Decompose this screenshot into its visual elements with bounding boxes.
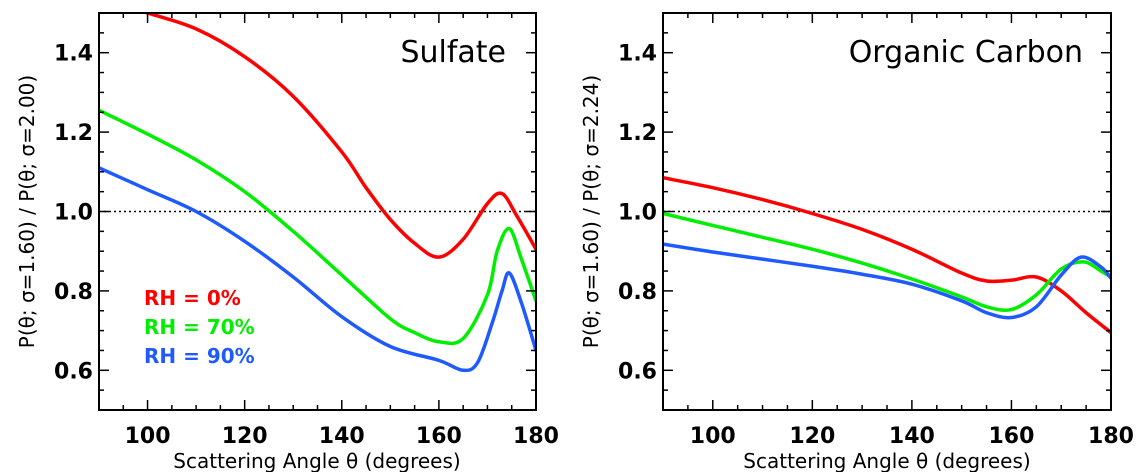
y-tick-label: 1.0: [54, 201, 93, 226]
series-line-3: [99, 166, 536, 373]
x-tick-label: 100: [690, 424, 736, 449]
legend-entry-2: RH = 70%: [144, 315, 255, 339]
y-tick-label: 1.4: [618, 42, 657, 67]
series-group: [99, 13, 536, 373]
series-line-2: [99, 108, 536, 346]
y-tick-label: 0.6: [618, 359, 657, 384]
series-line-2: [663, 211, 1111, 313]
x-tick-label: 180: [513, 424, 559, 449]
chart-panel-1: 100 120 140 160 180 0.6 0.8 1.0 1.2 1.4 Sulfate Sca…: [15, 12, 559, 472]
y-tick-label: 1.4: [54, 42, 93, 67]
x-tick-label: 100: [125, 424, 171, 449]
y-tick-label: 0.8: [54, 280, 93, 305]
x-tick-label: 160: [988, 424, 1034, 449]
y-axis-title: P(θ; σ=1.60) / P(θ; σ=2.00): [15, 75, 39, 348]
x-tick-label: 180: [1088, 424, 1134, 449]
y-tick-label: 1.0: [618, 201, 657, 226]
x-tick-label: 140: [319, 424, 365, 449]
panel-title: Organic Carbon: [849, 35, 1083, 70]
x-tick-label: 120: [789, 424, 835, 449]
series-group: [663, 176, 1111, 335]
x-tick-label: 140: [889, 424, 935, 449]
y-axis-title: P(θ; σ=1.60) / P(θ; σ=2.24): [579, 75, 603, 348]
series-line-1: [663, 176, 1111, 335]
y-tick-label: 1.2: [618, 121, 657, 146]
legend-entry-3: RH = 90%: [144, 344, 255, 368]
panel-title: Sulfate: [400, 35, 506, 70]
legend-entry-1: RH = 0%: [144, 286, 241, 310]
chart-panel-2: 100 120 140 160 180 0.6 0.8 1.0 1.2 1.4 Organic Ca…: [579, 12, 1134, 472]
x-axis-title: Scattering Angle θ (degrees): [173, 449, 460, 472]
y-tick-label: 1.2: [54, 121, 93, 146]
legend: RH = 0% RH = 70% RH = 90%: [144, 286, 255, 368]
series-line-3: [663, 242, 1111, 320]
series-line-1: [141, 13, 536, 259]
x-tick-label: 160: [416, 424, 462, 449]
y-tick-label: 0.8: [618, 280, 657, 305]
y-tick-label: 0.6: [54, 359, 93, 384]
x-tick-label: 120: [222, 424, 268, 449]
x-axis-title: Scattering Angle θ (degrees): [743, 449, 1030, 472]
